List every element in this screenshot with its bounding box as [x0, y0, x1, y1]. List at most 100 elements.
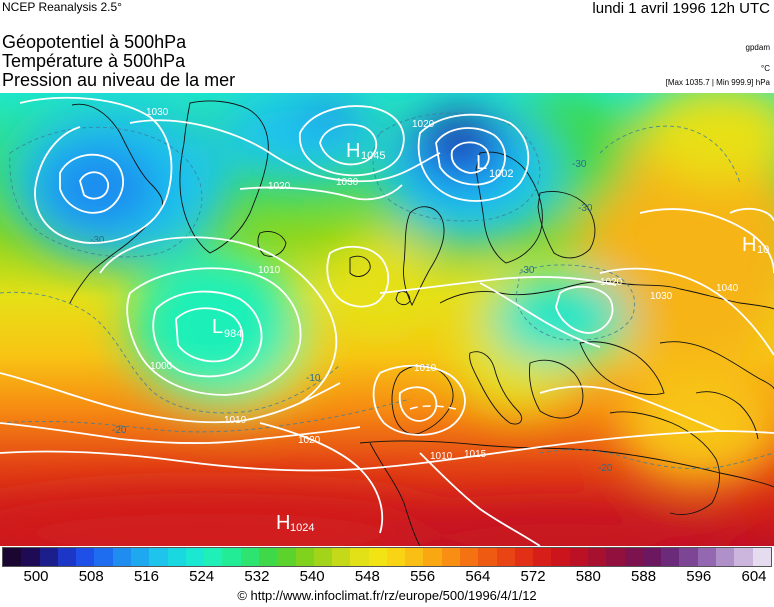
isobars: 1030 1020 1010 1000 1010 1020 1010 1020 …	[0, 96, 774, 546]
scale-swatch	[112, 548, 131, 566]
low-pressure-letter: L	[212, 316, 223, 338]
isobar-label: 1020	[298, 435, 321, 446]
scale-tick-label: 572	[520, 568, 546, 585]
scale-swatch	[423, 548, 442, 566]
scale-swatch	[478, 548, 497, 566]
title-temperature: Température à 500hPa	[2, 51, 186, 71]
isobar-label: 1010	[258, 265, 281, 276]
scale-swatch	[167, 548, 186, 566]
scale-swatch	[295, 548, 314, 566]
scale-swatch	[130, 548, 150, 566]
scale-swatch	[606, 548, 625, 566]
scale-swatch	[94, 548, 113, 566]
isobar-label: 1010	[224, 415, 247, 426]
scale-swatch	[3, 548, 22, 566]
scale-swatch	[496, 548, 515, 566]
scale-ticks: 500 508 516 524 532 540 548 556 564 572 580 588 596 6…	[0, 568, 774, 588]
scale-swatch	[679, 548, 698, 566]
scale-tick-label: 564	[465, 568, 491, 585]
scale-swatch	[460, 548, 479, 566]
scale-swatch	[405, 548, 424, 566]
title-geopotential: Géopotentiel à 500hPa	[2, 32, 187, 52]
scale-tick-label: 556	[410, 568, 436, 585]
temp-label: -20	[112, 425, 127, 436]
scale-tick-label: 500	[23, 568, 49, 585]
high-pressure-value: 1045	[361, 150, 385, 162]
unit-celsius: °C	[761, 64, 770, 73]
weather-map: -30 -30 -30 -30 -10 -20 -20	[0, 93, 774, 546]
scale-swatch	[697, 548, 716, 566]
scale-swatch	[76, 548, 95, 566]
scale-swatch	[752, 548, 771, 566]
isobar-label: 1015	[464, 449, 487, 460]
isobar-label: 1010	[430, 451, 453, 462]
high-pressure-letter: H	[276, 512, 290, 534]
scale-tick-label: 548	[354, 568, 380, 585]
scale-swatch	[204, 548, 223, 566]
scale-tick-label: 524	[189, 568, 215, 585]
pressure-systems: H 1045 L 1002 L 984 H 1024 H 10	[212, 140, 769, 534]
scale-swatch	[386, 548, 406, 566]
scale-swatch	[368, 548, 387, 566]
scale-swatch	[258, 548, 278, 566]
scale-tick-label: 604	[741, 568, 767, 585]
scale-tick-label: 588	[631, 568, 657, 585]
high-pressure-letter: H	[742, 234, 756, 256]
weather-map-svg: -30 -30 -30 -30 -10 -20 -20	[0, 93, 774, 546]
scale-swatch	[350, 548, 369, 566]
scale-tick-label: 508	[78, 568, 104, 585]
low-pressure-value: 1002	[489, 168, 513, 180]
scale-swatch	[21, 548, 40, 566]
scale-swatch	[332, 548, 351, 566]
isobar-label: 1020	[600, 277, 623, 288]
isobar-label: 1030	[650, 291, 673, 302]
high-pressure-letter: H	[346, 140, 360, 162]
scale-swatch	[313, 548, 333, 566]
scale-swatch	[39, 548, 58, 566]
scale-swatch	[715, 548, 735, 566]
unit-pressure-range: [Max 1035.7 | Min 999.9] hPa	[665, 78, 770, 87]
low-pressure-value: 984	[224, 328, 242, 340]
unit-gpdam: gpdam	[745, 43, 770, 52]
scale-swatch	[569, 548, 588, 566]
scale-swatch	[624, 548, 643, 566]
scale-swatch	[588, 548, 607, 566]
scale-swatch	[642, 548, 662, 566]
temp-label: -30	[90, 235, 105, 246]
scale-tick-label: 532	[244, 568, 270, 585]
scale-swatch	[661, 548, 680, 566]
temp-label: -30	[520, 265, 535, 276]
scale-swatch	[514, 548, 534, 566]
scale-swatch	[551, 548, 570, 566]
scale-swatch	[149, 548, 168, 566]
high-pressure-value: 10	[757, 244, 769, 256]
temp-label: -10	[306, 373, 321, 384]
scale-tick-label: 596	[686, 568, 712, 585]
scale-swatch	[533, 548, 552, 566]
scale-swatch	[57, 548, 77, 566]
isobar-label: 1000	[150, 361, 173, 372]
color-scale	[2, 547, 772, 567]
scale-swatch	[222, 548, 241, 566]
scale-tick-label: 580	[575, 568, 601, 585]
scale-tick-label: 540	[299, 568, 325, 585]
isobar-label: 1030	[336, 177, 359, 188]
isobar-label: 1020	[268, 181, 291, 192]
color-field	[0, 93, 774, 546]
scale-swatch	[441, 548, 461, 566]
credit-url: © http://www.infoclimat.fr/rz/europe/500…	[237, 588, 537, 603]
temperature-isolines: -30 -30 -30 -30 -10 -20 -20	[0, 112, 774, 474]
date-label: lundi 1 avril 1996 12h UTC	[592, 0, 770, 17]
scale-tick-label: 516	[133, 568, 159, 585]
isobar-label: 1010	[414, 363, 437, 374]
temp-label: -30	[578, 203, 593, 214]
temp-label: -20	[598, 463, 613, 474]
isobar-label: 1020	[412, 119, 435, 130]
title-pressure: Pression au niveau de la mer	[2, 70, 236, 90]
scale-swatch	[277, 548, 296, 566]
scale-swatch	[185, 548, 205, 566]
low-pressure-letter: L	[476, 152, 487, 174]
high-pressure-value: 1024	[290, 522, 314, 534]
scale-swatch	[240, 548, 259, 566]
